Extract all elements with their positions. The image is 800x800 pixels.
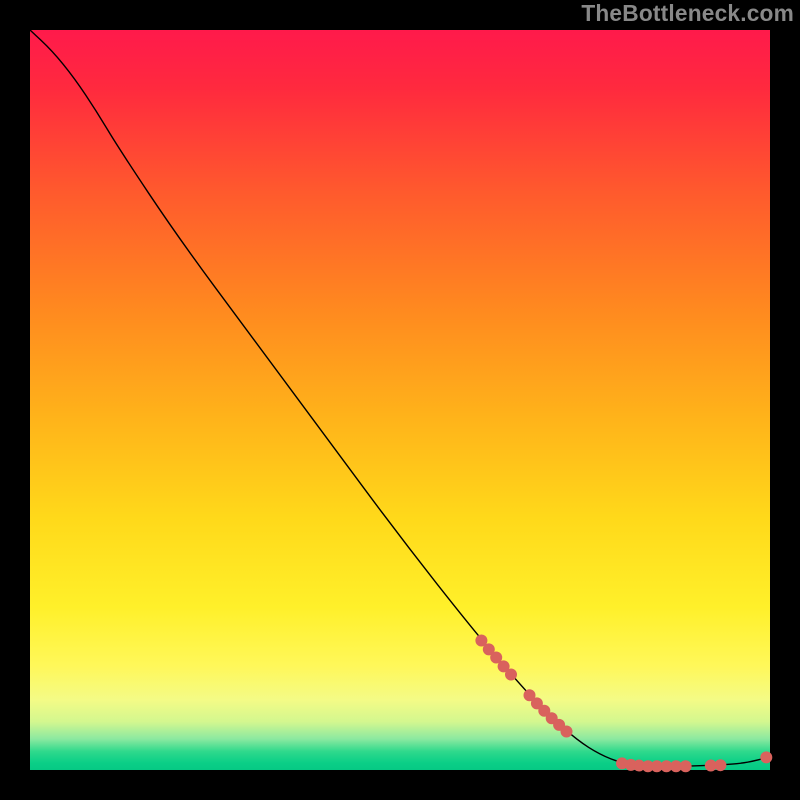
data-point bbox=[506, 669, 517, 680]
bottleneck-curve-chart bbox=[0, 0, 800, 800]
data-point bbox=[491, 652, 502, 663]
watermark-text: TheBottleneck.com bbox=[581, 0, 794, 27]
plot-background bbox=[30, 30, 770, 770]
data-point bbox=[680, 761, 691, 772]
data-point bbox=[761, 752, 772, 763]
data-point bbox=[476, 635, 487, 646]
data-point bbox=[561, 726, 572, 737]
data-point bbox=[715, 760, 726, 771]
chart-stage: TheBottleneck.com bbox=[0, 0, 800, 800]
